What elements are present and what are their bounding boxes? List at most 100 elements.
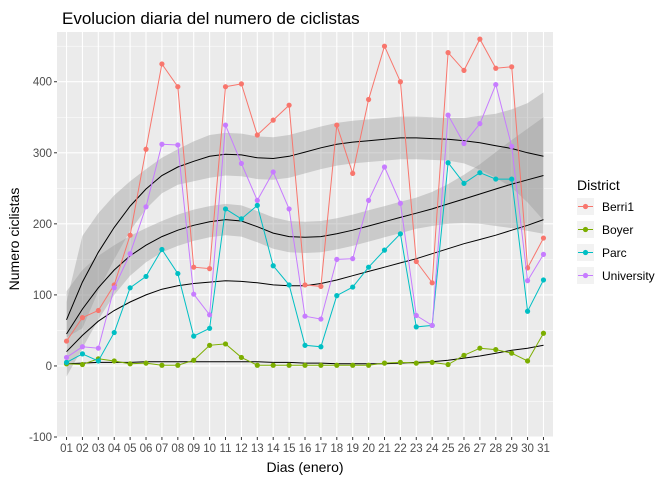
data-point-parc [270, 263, 276, 269]
data-point-boyer [509, 350, 515, 356]
y-tick-label: 200 [33, 219, 52, 231]
data-point-university [413, 312, 419, 319]
legend-label-university: University [602, 269, 655, 283]
data-point-boyer [111, 358, 117, 364]
legend-key-point-berri1 [582, 203, 589, 210]
data-point-parc [365, 264, 372, 270]
data-point-university [524, 278, 531, 284]
x-tick-label: 24 [426, 443, 439, 455]
x-tick-label: 29 [505, 443, 518, 455]
data-point-boyer [445, 361, 451, 368]
data-point-boyer [222, 341, 229, 347]
data-point-boyer [413, 360, 419, 366]
data-point-university [143, 204, 149, 210]
x-tick-label: 13 [251, 443, 264, 455]
data-point-boyer [270, 362, 276, 368]
x-tick-label: 06 [140, 443, 153, 455]
data-point-boyer [461, 352, 467, 358]
data-point-university [238, 160, 245, 167]
data-point-university [191, 291, 197, 297]
data-point-university [540, 251, 547, 257]
data-point-university [461, 140, 467, 147]
data-point-university [175, 142, 181, 148]
data-point-university [381, 164, 388, 170]
legend-key-point-university [582, 272, 589, 279]
data-point-university [286, 206, 292, 212]
x-tick-label: 25 [442, 443, 455, 455]
data-point-boyer [540, 330, 547, 336]
x-tick-label: 03 [92, 443, 105, 455]
y-tick-label: 300 [33, 148, 52, 160]
data-point-parc [207, 325, 213, 331]
data-point-boyer [254, 362, 260, 368]
data-point-boyer [493, 347, 499, 353]
data-point-berri1 [318, 283, 324, 289]
x-tick-label: 27 [473, 443, 486, 455]
data-point-boyer [127, 361, 133, 367]
x-tick-label: 09 [187, 443, 200, 455]
data-point-boyer [159, 362, 165, 368]
legend-label-berri1: Berri1 [602, 200, 634, 214]
data-point-boyer [381, 360, 388, 366]
data-point-parc [79, 351, 86, 357]
data-point-parc [381, 247, 388, 253]
data-point-boyer [318, 362, 324, 368]
data-point-university [365, 197, 372, 203]
smooth-band-parc [66, 117, 544, 377]
data-point-berri1 [79, 315, 86, 321]
data-point-parc [350, 284, 356, 290]
y-tick-label: 400 [33, 77, 52, 89]
x-tick-label: 01 [60, 443, 73, 455]
smooth-line-parc [66, 175, 544, 335]
data-point-boyer [143, 360, 149, 366]
legend-label-boyer: Boyer [602, 223, 633, 237]
data-point-parc [63, 359, 70, 365]
x-tick-label: 18 [330, 443, 343, 455]
data-point-university [493, 81, 499, 88]
x-tick-label: 22 [394, 443, 407, 455]
x-tick-label: 07 [156, 443, 169, 455]
data-point-parc [397, 231, 403, 237]
data-point-berri1 [207, 266, 213, 272]
data-point-berri1 [222, 84, 229, 90]
data-point-parc [191, 333, 197, 339]
data-point-berri1 [365, 96, 372, 103]
data-point-berri1 [334, 122, 340, 128]
data-point-boyer [429, 359, 435, 365]
data-point-boyer [286, 362, 292, 368]
data-point-berri1 [350, 170, 356, 176]
data-point-university [79, 344, 86, 350]
data-point-parc [302, 342, 308, 348]
data-point-berri1 [175, 84, 181, 90]
x-tick-label: 21 [378, 443, 391, 455]
y-axis-title: Numero ciclistas [6, 188, 22, 291]
data-point-boyer [365, 362, 372, 368]
data-point-parc [175, 270, 181, 277]
data-point-parc [286, 282, 292, 288]
x-tick-label: 12 [235, 443, 248, 455]
data-point-university [350, 256, 356, 262]
data-point-parc [318, 344, 324, 350]
data-point-berri1 [143, 146, 149, 152]
legend-label-parc: Parc [602, 246, 627, 260]
data-point-university [207, 312, 213, 318]
x-tick-label: 20 [362, 443, 375, 455]
data-point-boyer [350, 362, 356, 368]
x-tick-label: 04 [108, 443, 121, 455]
x-tick-label: 14 [267, 443, 280, 455]
data-point-berri1 [493, 65, 499, 71]
data-point-berri1 [413, 258, 419, 265]
data-point-parc [493, 176, 499, 182]
data-point-berri1 [461, 67, 467, 73]
y-tick-label: 100 [33, 290, 52, 302]
data-point-university [509, 143, 515, 149]
data-point-berri1 [95, 307, 101, 314]
smooth-band-berri1 [66, 92, 544, 338]
data-point-berri1 [302, 282, 308, 288]
data-point-boyer [79, 361, 86, 368]
x-tick-label: 26 [458, 443, 471, 455]
data-point-berri1 [397, 79, 403, 85]
x-tick-label: 17 [314, 443, 327, 455]
data-point-parc [222, 206, 229, 212]
